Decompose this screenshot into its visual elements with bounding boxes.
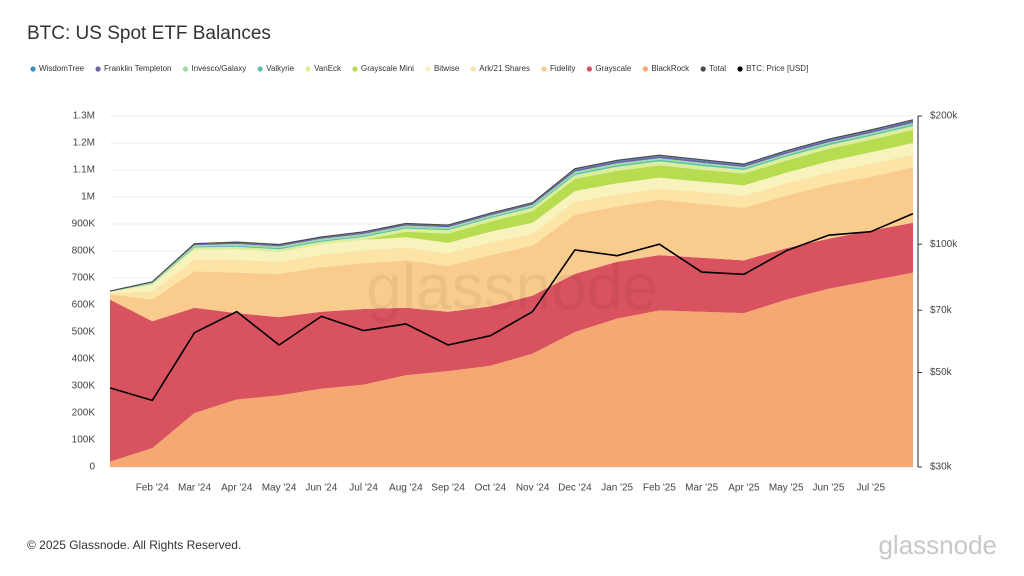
y-tick-label: 800K [72,246,96,257]
legend-label: Franklin Templeton [104,64,171,73]
y-tick-label: 200K [72,408,96,419]
legend-label: Valkyrie [266,64,294,73]
area-blackrock [110,272,913,467]
legend-marker [425,66,431,72]
x-tick-label: May '24 [262,483,297,494]
y2-tick-label: $100k [930,239,958,250]
y2-tick-label: $30k [930,462,953,473]
legend-label: Total [709,64,726,73]
x-tick-label: Mar '24 [178,483,211,494]
x-tick-label: Sep '24 [431,483,465,494]
legend-label: Grayscale Mini [361,64,414,73]
y-tick-label: 0 [89,462,95,473]
x-tick-label: Feb '24 [136,483,169,494]
area-invesco-galaxy [110,123,913,292]
y-tick-label: 500K [72,327,96,338]
x-tick-label: Feb '25 [643,483,676,494]
legend-label: Grayscale [595,64,632,73]
y-tick-label: 1.2M [73,138,95,149]
footer: © 2025 Glassnode. All Rights Reserved. [27,538,241,552]
legend-label: VanEck [314,64,342,73]
y-tick-label: 400K [72,354,96,365]
legend-marker [642,66,648,72]
legend-marker [182,66,189,72]
area-bitwise [110,143,913,293]
legend-marker [586,66,592,72]
plot-area: 0 100K 200K 300K 400K 500K 600K 700K 800K 900K 1M 1… [72,111,959,494]
area-ark-21-shares [110,154,913,300]
legend-label: BlackRock [651,64,690,73]
y2-tick-label: $200k [930,111,958,122]
x-tick-label: Jun '24 [305,483,337,494]
x-tick-label: Aug '24 [389,483,423,494]
x-tick-label: Oct '24 [475,483,507,494]
legend-label: Ark/21 Shares [479,64,530,73]
legend-marker [95,66,101,72]
x-tick-label: Dec '24 [558,483,592,494]
x-tick-label: Nov '24 [516,483,550,494]
legend-label: Bitwise [434,64,460,73]
watermark: glassnode [366,251,658,323]
legend-marker [30,66,36,72]
x-tick-label: Apr '25 [728,483,760,494]
area-franklin-templeton [110,120,913,292]
x-tick-label: May '25 [769,483,804,494]
y-tick-label: 900K [72,219,96,230]
y-tick-label: 300K [72,381,96,392]
y-tick-label: 1.1M [73,165,95,176]
y-tick-label: 100K [72,435,96,446]
y2-tick-label: $70k [930,305,953,316]
chart-title: BTC: US Spot ETF Balances [27,23,271,44]
y-tick-label: 600K [72,300,96,311]
x-tick-label: Jul '24 [349,483,378,494]
x-tick-label: Mar '25 [685,483,718,494]
x-tick-label: Apr '24 [221,483,253,494]
y-tick-label: 1.3M [73,111,95,122]
legend-label: Fidelity [550,64,575,73]
price-line [109,212,914,402]
legend-marker [257,66,263,72]
y2-tick-label: $50k [930,367,953,378]
legend-marker [305,66,311,72]
area-grayscale [110,222,913,462]
legend-marker [700,66,706,72]
legend-marker [470,66,476,72]
legend-marker [541,66,547,72]
y-tick-label: 700K [72,273,96,284]
x-tick-label: Jan '25 [601,483,633,494]
area-fidelity [110,167,913,322]
logo: glassnode [878,530,997,560]
legend-label: Invesco/Galaxy [192,64,247,73]
legend-marker [352,66,358,72]
total-line [109,119,914,292]
area-vaneck [110,126,913,292]
x-tick-label: Jul '25 [856,483,885,494]
area-valkyrie [110,124,913,292]
legend-label: WisdomTree [39,64,85,73]
x-tick-label: Jun '25 [813,483,845,494]
y-tick-label: 1M [81,192,95,203]
legend-label: BTC: Price [USD] [746,64,808,73]
legend: WisdomTree Franklin Templeton Invesco/Gala… [30,64,808,73]
legend-marker [737,66,743,72]
